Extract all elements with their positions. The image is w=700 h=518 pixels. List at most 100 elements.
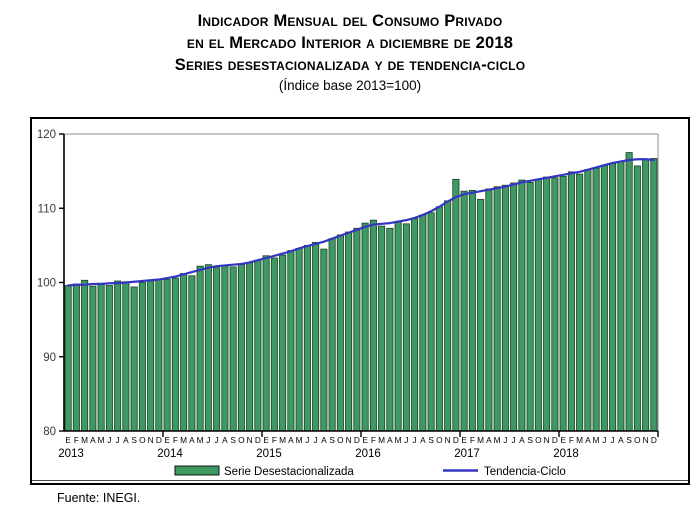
bar bbox=[526, 181, 534, 432]
bar bbox=[147, 280, 155, 432]
month-label: E bbox=[65, 435, 71, 445]
y-tick-label: 100 bbox=[37, 278, 56, 290]
bar bbox=[262, 255, 270, 432]
month-label: A bbox=[288, 435, 294, 445]
month-label: D bbox=[651, 435, 657, 445]
month-label: J bbox=[611, 435, 615, 445]
bar bbox=[229, 266, 237, 432]
bar bbox=[204, 264, 212, 432]
bar bbox=[576, 173, 584, 432]
bar bbox=[633, 165, 641, 432]
month-label: F bbox=[371, 435, 376, 445]
month-label: A bbox=[420, 435, 426, 445]
month-label: D bbox=[354, 435, 360, 445]
month-label: M bbox=[378, 435, 385, 445]
month-label: A bbox=[519, 435, 525, 445]
month-label: A bbox=[486, 435, 492, 445]
month-label: J bbox=[404, 435, 408, 445]
title-line-1: Indicador Mensual del Consumo Privado bbox=[197, 12, 503, 30]
bar bbox=[468, 190, 476, 432]
bar bbox=[617, 161, 625, 432]
month-label: J bbox=[602, 435, 606, 445]
month-label: S bbox=[329, 435, 335, 445]
y-tick-label: 80 bbox=[43, 426, 56, 438]
bar bbox=[180, 273, 188, 432]
y-tick-label: 90 bbox=[43, 352, 56, 364]
bar bbox=[171, 277, 179, 432]
bar bbox=[510, 182, 518, 432]
bar bbox=[221, 265, 229, 432]
month-label: M bbox=[395, 435, 402, 445]
month-label: E bbox=[362, 435, 368, 445]
bar bbox=[81, 279, 89, 432]
month-label: A bbox=[387, 435, 393, 445]
month-label: J bbox=[116, 435, 120, 445]
month-label: J bbox=[503, 435, 507, 445]
bar bbox=[270, 257, 278, 432]
month-label: M bbox=[180, 435, 187, 445]
month-label: S bbox=[428, 435, 434, 445]
bar bbox=[97, 282, 105, 432]
month-label: D bbox=[255, 435, 261, 445]
month-label: J bbox=[206, 435, 210, 445]
bar bbox=[493, 186, 501, 432]
legend-bar-swatch bbox=[174, 465, 220, 476]
month-label: M bbox=[576, 435, 583, 445]
month-label: F bbox=[272, 435, 277, 445]
bar bbox=[105, 285, 113, 432]
bar bbox=[353, 227, 361, 432]
bar bbox=[386, 227, 394, 432]
month-label: N bbox=[643, 435, 649, 445]
bar bbox=[625, 152, 633, 432]
bar bbox=[138, 282, 146, 432]
bar bbox=[196, 265, 204, 432]
bar bbox=[72, 283, 80, 432]
month-label: M bbox=[197, 435, 204, 445]
year-label: 2013 bbox=[58, 448, 84, 460]
bar bbox=[287, 250, 295, 432]
bar bbox=[163, 279, 171, 432]
month-label: S bbox=[527, 435, 533, 445]
month-label: J bbox=[215, 435, 219, 445]
bar bbox=[592, 167, 600, 432]
bar bbox=[361, 222, 369, 432]
bar bbox=[320, 248, 328, 432]
bar bbox=[279, 254, 287, 432]
bar bbox=[567, 171, 575, 432]
title-line-2: en el Mercado Interior a diciembre de 20… bbox=[186, 34, 514, 52]
month-label: O bbox=[337, 435, 344, 445]
month-label: J bbox=[413, 435, 417, 445]
bar bbox=[246, 262, 254, 432]
month-label: S bbox=[230, 435, 236, 445]
bar bbox=[89, 285, 97, 432]
bar bbox=[345, 231, 353, 432]
bar bbox=[600, 164, 608, 432]
month-label: D bbox=[552, 435, 558, 445]
bar bbox=[460, 190, 468, 432]
year-label: 2014 bbox=[157, 448, 183, 460]
month-label: N bbox=[544, 435, 550, 445]
month-label: A bbox=[189, 435, 195, 445]
bar bbox=[114, 280, 122, 432]
month-label: M bbox=[98, 435, 105, 445]
bar bbox=[559, 175, 567, 432]
bar bbox=[369, 219, 377, 432]
bar bbox=[435, 206, 443, 432]
month-label: A bbox=[222, 435, 228, 445]
month-label: D bbox=[156, 435, 162, 445]
month-label: A bbox=[90, 435, 96, 445]
month-label: D bbox=[453, 435, 459, 445]
month-label: O bbox=[634, 435, 641, 445]
month-label: S bbox=[131, 435, 137, 445]
month-label: J bbox=[305, 435, 309, 445]
bar bbox=[534, 178, 542, 432]
bar bbox=[378, 225, 386, 432]
year-label: 2015 bbox=[256, 448, 282, 460]
month-label: N bbox=[247, 435, 253, 445]
month-label: M bbox=[477, 435, 484, 445]
bar bbox=[394, 221, 402, 432]
bar bbox=[213, 267, 221, 432]
month-label: M bbox=[494, 435, 501, 445]
month-label: O bbox=[436, 435, 443, 445]
